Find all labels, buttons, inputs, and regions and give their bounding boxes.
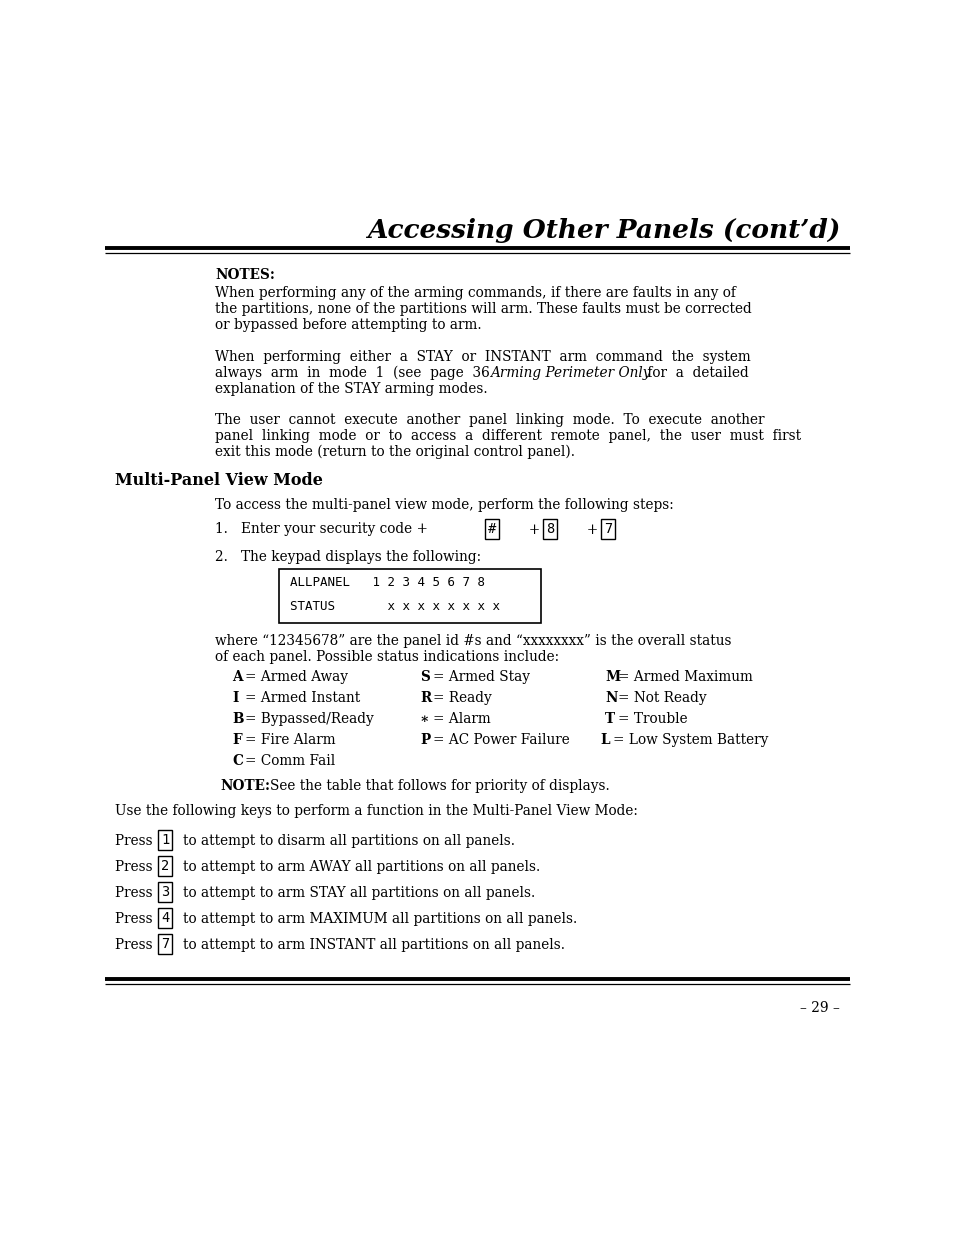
Text: To access the multi-panel view mode, perform the following steps:: To access the multi-panel view mode, per… (214, 498, 673, 513)
Text: 1: 1 (161, 832, 169, 847)
Text: T: T (604, 713, 615, 726)
Text: R: R (419, 692, 431, 705)
Text: where “12345678” are the panel id #s and “xxxxxxxx” is the overall status: where “12345678” are the panel id #s and… (214, 634, 731, 648)
Text: N: N (604, 692, 617, 705)
FancyBboxPatch shape (278, 569, 540, 622)
Text: Press: Press (115, 885, 157, 900)
Text: panel  linking  mode  or  to  access  a  different  remote  panel,  the  user  m: panel linking mode or to access a differ… (214, 429, 801, 443)
Text: to attempt to disarm all partitions on all panels.: to attempt to disarm all partitions on a… (183, 834, 515, 848)
Text: to attempt to arm STAY all partitions on all panels.: to attempt to arm STAY all partitions on… (183, 885, 535, 900)
Text: F: F (232, 734, 241, 747)
Text: 1.   Enter your security code +: 1. Enter your security code + (214, 522, 432, 536)
Text: When performing any of the arming commands, if there are faults in any of: When performing any of the arming comman… (214, 287, 735, 300)
Text: 2: 2 (161, 860, 169, 873)
Text: STATUS       x x x x x x x x: STATUS x x x x x x x x (290, 600, 499, 613)
Text: = Alarm: = Alarm (433, 713, 490, 726)
Text: Press: Press (115, 911, 157, 926)
Text: M: M (604, 671, 619, 684)
Text: L: L (599, 734, 609, 747)
Text: S: S (419, 671, 430, 684)
Text: ∗: ∗ (419, 713, 429, 726)
Text: the partitions, none of the partitions will arm. These faults must be corrected: the partitions, none of the partitions w… (214, 303, 751, 316)
Text: The  user  cannot  execute  another  panel  linking  mode.  To  execute  another: The user cannot execute another panel li… (214, 412, 763, 427)
Text: to attempt to arm INSTANT all partitions on all panels.: to attempt to arm INSTANT all partitions… (183, 939, 564, 952)
Text: Arming Perimeter Only: Arming Perimeter Only (490, 366, 650, 380)
Text: for  a  detailed: for a detailed (642, 366, 748, 380)
Text: = Armed Instant: = Armed Instant (245, 692, 360, 705)
Text: #: # (487, 522, 496, 536)
Text: = AC Power Failure: = AC Power Failure (433, 734, 569, 747)
Text: 7: 7 (603, 522, 612, 536)
Text: = Fire Alarm: = Fire Alarm (245, 734, 335, 747)
Text: 8: 8 (545, 522, 554, 536)
Text: When  performing  either  a  STAY  or  INSTANT  arm  command  the  system: When performing either a STAY or INSTANT… (214, 350, 750, 364)
Text: to attempt to arm MAXIMUM all partitions on all panels.: to attempt to arm MAXIMUM all partitions… (183, 911, 577, 926)
Text: = Bypassed/Ready: = Bypassed/Ready (245, 713, 374, 726)
Text: = Not Ready: = Not Ready (618, 692, 706, 705)
Text: NOTE:: NOTE: (220, 779, 270, 793)
Text: 7: 7 (161, 937, 169, 951)
Text: always  arm  in  mode  1  (see  page  36: always arm in mode 1 (see page 36 (214, 366, 494, 380)
Text: B: B (232, 713, 243, 726)
Text: of each panel. Possible status indications include:: of each panel. Possible status indicatio… (214, 650, 558, 664)
Text: Accessing Other Panels (cont’d): Accessing Other Panels (cont’d) (366, 219, 840, 243)
Text: See the table that follows for priority of displays.: See the table that follows for priority … (270, 779, 609, 793)
Text: = Armed Maximum: = Armed Maximum (618, 671, 752, 684)
Text: = Armed Away: = Armed Away (245, 671, 348, 684)
Text: – 29 –: – 29 – (800, 1002, 840, 1015)
Text: I: I (232, 692, 238, 705)
Text: or bypassed before attempting to arm.: or bypassed before attempting to arm. (214, 317, 481, 332)
Text: = Trouble: = Trouble (618, 713, 687, 726)
Text: 2.   The keypad displays the following:: 2. The keypad displays the following: (214, 550, 480, 564)
Text: 3: 3 (161, 885, 169, 899)
Text: Press: Press (115, 860, 157, 874)
Text: explanation of the STAY arming modes.: explanation of the STAY arming modes. (214, 382, 487, 396)
Text: +: + (578, 522, 606, 537)
Text: Multi-Panel View Mode: Multi-Panel View Mode (115, 472, 322, 489)
Text: Press: Press (115, 939, 157, 952)
Text: P: P (419, 734, 430, 747)
Text: exit this mode (return to the original control panel).: exit this mode (return to the original c… (214, 445, 575, 459)
Text: to attempt to arm AWAY all partitions on all panels.: to attempt to arm AWAY all partitions on… (183, 860, 539, 874)
Text: Press: Press (115, 834, 157, 848)
Text: +: + (519, 522, 548, 537)
Text: NOTES:: NOTES: (214, 268, 274, 282)
Text: C: C (232, 755, 243, 768)
Text: ALLPANEL   1 2 3 4 5 6 7 8: ALLPANEL 1 2 3 4 5 6 7 8 (290, 576, 484, 589)
Text: = Armed Stay: = Armed Stay (433, 671, 530, 684)
Text: A: A (232, 671, 242, 684)
Text: 4: 4 (161, 911, 169, 925)
Text: Use the following keys to perform a function in the Multi-Panel View Mode:: Use the following keys to perform a func… (115, 804, 638, 818)
Text: = Low System Battery: = Low System Battery (613, 734, 767, 747)
Text: = Comm Fail: = Comm Fail (245, 755, 335, 768)
Text: = Ready: = Ready (433, 692, 491, 705)
